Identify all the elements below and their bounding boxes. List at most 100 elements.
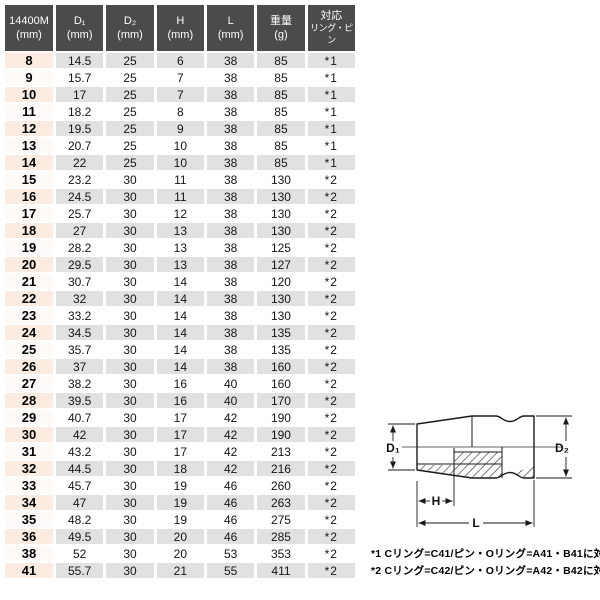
weight-cell: 125 bbox=[257, 240, 305, 255]
size-cell: 15 bbox=[5, 172, 53, 187]
size-cell: 21 bbox=[5, 274, 53, 289]
weight-cell: 263 bbox=[257, 495, 305, 510]
header-ring-pin-label: 対応 bbox=[320, 10, 343, 23]
size-cell: 16 bbox=[5, 189, 53, 204]
h-cell: 17 bbox=[156, 444, 204, 459]
l-cell: 38 bbox=[206, 342, 255, 357]
h-cell: 10 bbox=[156, 138, 204, 153]
header-model-label: 14400M bbox=[9, 14, 49, 27]
ring-pin-cell: *2 bbox=[307, 257, 355, 272]
size-cell: 38 bbox=[5, 546, 53, 561]
size-cell: 28 bbox=[5, 393, 53, 408]
weight-cell: 130 bbox=[257, 291, 305, 306]
d1-cell: 25.7 bbox=[56, 206, 104, 221]
d2-cell: 30 bbox=[106, 512, 154, 527]
d2-cell: 30 bbox=[106, 376, 154, 391]
weight-cell: 216 bbox=[257, 461, 305, 476]
ring-pin-cell: *1 bbox=[307, 87, 355, 102]
d1-cell: 45.7 bbox=[56, 478, 104, 493]
d2-cell: 30 bbox=[106, 291, 154, 306]
weight-cell: 135 bbox=[257, 325, 305, 340]
h-cell: 20 bbox=[156, 546, 204, 561]
size-cell: 31 bbox=[5, 444, 53, 459]
size-cell: 30 bbox=[5, 427, 53, 442]
d1-dimension bbox=[388, 423, 415, 471]
l-cell: 38 bbox=[206, 70, 255, 85]
ring-pin-cell: *2 bbox=[307, 291, 355, 306]
d2-cell: 30 bbox=[106, 325, 154, 340]
table-row: 15 23.2 30 11 38 130 *2 bbox=[5, 172, 355, 187]
size-cell: 33 bbox=[5, 478, 53, 493]
d1-cell: 30.7 bbox=[56, 274, 104, 289]
weight-cell: 213 bbox=[257, 444, 305, 459]
d1-cell: 29.5 bbox=[56, 257, 104, 272]
ring-pin-cell: *2 bbox=[307, 274, 355, 289]
header-ring-pin: 対応 リング・ピン bbox=[307, 5, 355, 51]
table-row: 38 52 30 20 53 353 *2 bbox=[5, 546, 355, 561]
h-cell: 11 bbox=[156, 189, 204, 204]
table-row: 22 32 30 14 38 130 *2 bbox=[5, 291, 355, 306]
size-cell: 22 bbox=[5, 291, 53, 306]
d2-cell: 30 bbox=[106, 189, 154, 204]
table-row: 36 49.5 30 20 46 285 *2 bbox=[5, 529, 355, 544]
ring-pin-cell: *2 bbox=[307, 206, 355, 221]
d2-cell: 25 bbox=[106, 70, 154, 85]
table-row: 41 55.7 30 21 55 411 *2 bbox=[5, 563, 355, 578]
header-d2-unit: (mm) bbox=[117, 29, 143, 41]
ring-pin-cell: *2 bbox=[307, 444, 355, 459]
ring-pin-cell: *1 bbox=[307, 121, 355, 136]
l-cell: 46 bbox=[206, 495, 255, 510]
d2-cell: 30 bbox=[106, 563, 154, 578]
table-row: 8 14.5 25 6 38 85 *1 bbox=[5, 53, 355, 68]
ring-pin-cell: *2 bbox=[307, 529, 355, 544]
d1-cell: 15.7 bbox=[56, 70, 104, 85]
l-cell: 38 bbox=[206, 189, 255, 204]
d1-cell: 38.2 bbox=[56, 376, 104, 391]
size-cell: 25 bbox=[5, 342, 53, 357]
size-cell: 12 bbox=[5, 121, 53, 136]
h-cell: 16 bbox=[156, 376, 204, 391]
d1-cell: 49.5 bbox=[56, 529, 104, 544]
size-cell: 18 bbox=[5, 223, 53, 238]
footnotes: *1 Cリング=C41/ピン・Oリング=A41・B41に対応 *2 Cリング=C… bbox=[371, 546, 600, 580]
header-l: L (mm) bbox=[206, 5, 255, 51]
footnote-1: *1 Cリング=C41/ピン・Oリング=A41・B41に対応 bbox=[371, 548, 600, 560]
d1-cell: 35.7 bbox=[56, 342, 104, 357]
table-row: 20 29.5 30 13 38 127 *2 bbox=[5, 257, 355, 272]
l-cell: 38 bbox=[206, 121, 255, 136]
d2-cell: 30 bbox=[106, 427, 154, 442]
size-cell: 13 bbox=[5, 138, 53, 153]
table-row: 25 35.7 30 14 38 135 *2 bbox=[5, 342, 355, 357]
h-cell: 14 bbox=[156, 342, 204, 357]
weight-cell: 130 bbox=[257, 206, 305, 221]
weight-cell: 275 bbox=[257, 512, 305, 527]
size-cell: 9 bbox=[5, 70, 53, 85]
h-cell: 12 bbox=[156, 206, 204, 221]
l-cell: 42 bbox=[206, 410, 255, 425]
l-cell: 38 bbox=[206, 172, 255, 187]
weight-cell: 85 bbox=[257, 70, 305, 85]
h-cell: 9 bbox=[156, 121, 204, 136]
weight-cell: 160 bbox=[257, 359, 305, 374]
h-cell: 14 bbox=[156, 325, 204, 340]
d2-cell: 30 bbox=[106, 274, 154, 289]
weight-cell: 190 bbox=[257, 410, 305, 425]
table-row: 34 47 30 19 46 263 *2 bbox=[5, 495, 355, 510]
d2-cell: 30 bbox=[106, 444, 154, 459]
weight-cell: 120 bbox=[257, 274, 305, 289]
d1-cell: 18.2 bbox=[56, 104, 104, 119]
weight-cell: 130 bbox=[257, 189, 305, 204]
d1-cell: 33.2 bbox=[56, 308, 104, 323]
header-weight: 重量 (g) bbox=[257, 5, 305, 51]
weight-cell: 85 bbox=[257, 138, 305, 153]
d1-cell: 48.2 bbox=[56, 512, 104, 527]
l-cell: 38 bbox=[206, 359, 255, 374]
l-cell: 55 bbox=[206, 563, 255, 578]
d2-dimension bbox=[536, 415, 572, 479]
size-cell: 11 bbox=[5, 104, 53, 119]
d2-dimension-label: D₂ bbox=[555, 441, 569, 455]
header-h-unit: (mm) bbox=[167, 29, 194, 41]
l-cell: 42 bbox=[206, 461, 255, 476]
h-cell: 19 bbox=[156, 478, 204, 493]
